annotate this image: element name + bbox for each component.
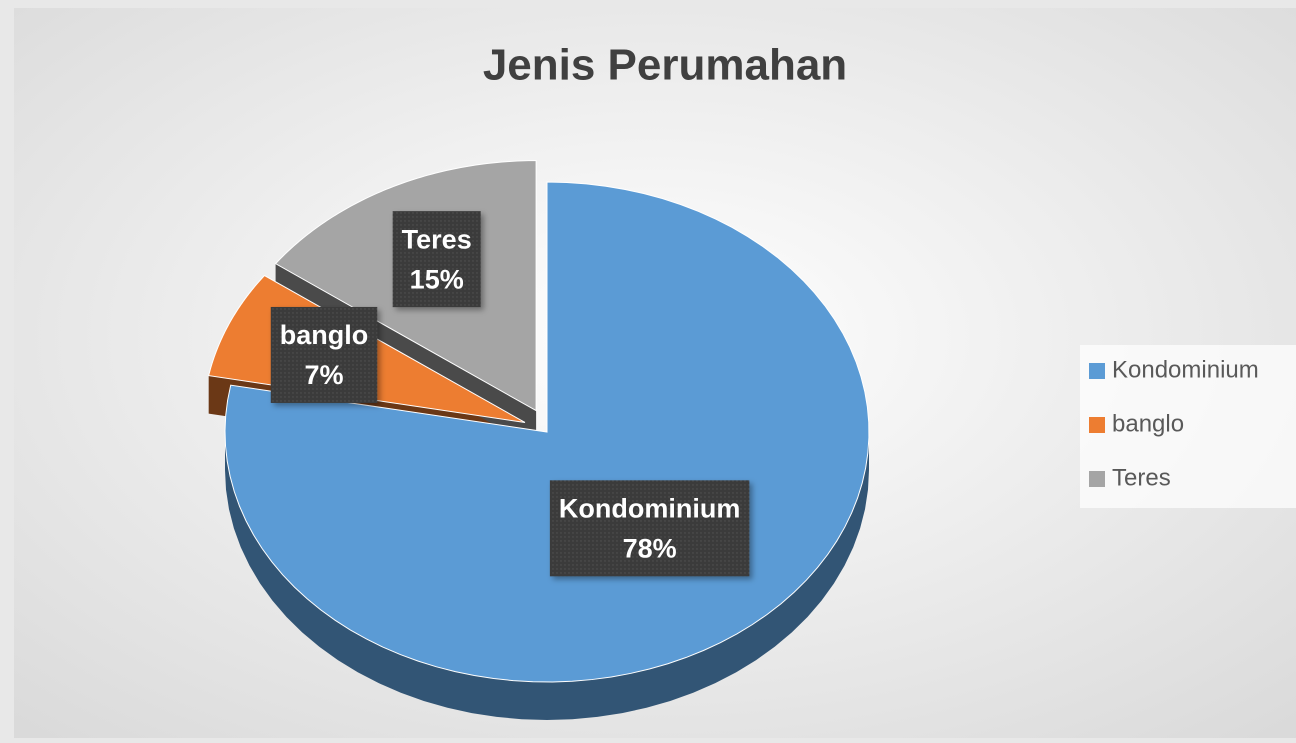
data-label-box — [392, 211, 481, 308]
data-label-category: banglo — [280, 320, 369, 350]
data-label-value: 15% — [410, 264, 464, 294]
data-label-box — [549, 480, 750, 577]
data-label-value: 7% — [305, 360, 344, 390]
data-label-value: 78% — [623, 533, 677, 563]
legend-box — [1080, 345, 1296, 508]
legend-label: Kondominium — [1112, 356, 1259, 383]
data-label: Teres 15% — [392, 211, 481, 308]
data-label-category: Teres — [402, 224, 472, 254]
legend: Kondominium banglo Teres — [1089, 356, 1259, 491]
data-label-box — [270, 306, 378, 403]
data-label: banglo 7% — [270, 306, 378, 403]
legend-swatch — [1089, 363, 1105, 379]
legend-swatch — [1089, 417, 1105, 433]
legend-label: banglo — [1112, 410, 1184, 437]
legend-label: Teres — [1112, 464, 1171, 491]
legend-swatch — [1089, 471, 1105, 487]
data-label-category: Kondominium — [559, 493, 740, 523]
chart-title: Jenis Perumahan — [483, 41, 847, 90]
data-label: Kondominium 78% — [549, 480, 750, 577]
data-labels: Kondominium 78% banglo 7% Teres 15% — [270, 211, 750, 577]
